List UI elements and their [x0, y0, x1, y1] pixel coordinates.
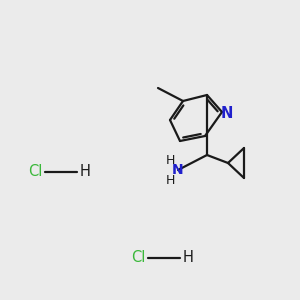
Text: H: H — [165, 154, 175, 167]
Text: H: H — [183, 250, 194, 266]
Text: Cl: Cl — [28, 164, 42, 179]
Text: N: N — [221, 106, 233, 121]
Text: N: N — [172, 163, 184, 177]
Text: H: H — [80, 164, 90, 179]
Text: H: H — [165, 173, 175, 187]
Text: Cl: Cl — [131, 250, 145, 266]
